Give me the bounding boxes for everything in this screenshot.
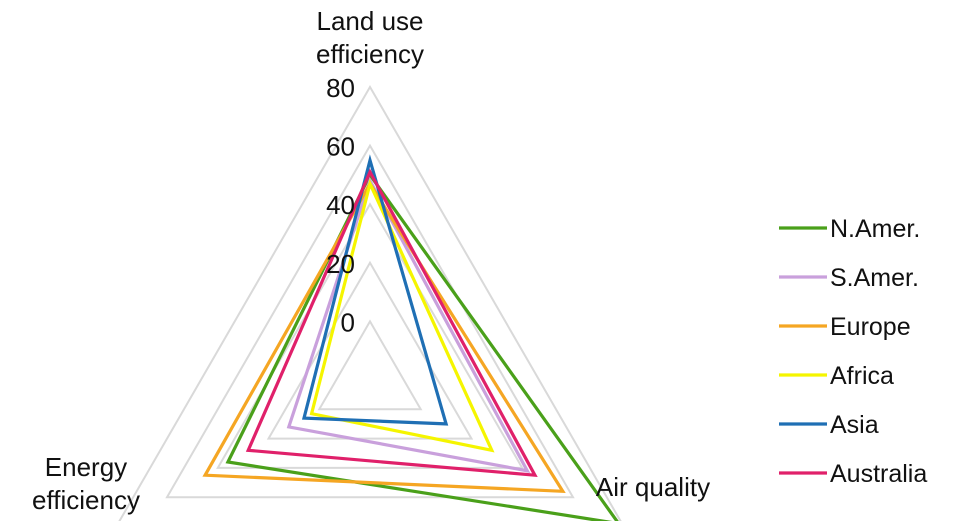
legend-label-s-amer: S.Amer.	[830, 264, 919, 292]
grid-ring-20	[266, 260, 474, 440]
tick-labels: 0 20 40 60 80	[326, 73, 355, 337]
tick-label-20: 20	[326, 249, 355, 279]
legend-label-asia: Asia	[830, 411, 879, 439]
legend-label-australia: Australia	[830, 460, 927, 488]
axis-label-2-line-1: Air quality	[596, 472, 710, 502]
series-line-n-amer	[225, 171, 619, 521]
chart-grid	[118, 84, 622, 521]
grid-ring-60	[165, 143, 575, 499]
series-line-asia	[301, 154, 449, 426]
grid-ring-0	[317, 319, 423, 411]
axis-label-3-line-1: Energy	[45, 452, 127, 482]
grid-ring-80	[118, 84, 622, 521]
series-line-africa	[309, 178, 495, 453]
series-line-europe	[202, 180, 566, 494]
tick-label-40: 40	[326, 190, 355, 220]
axis-label-3-line-2: efficiency	[32, 485, 140, 515]
legend-label-africa: Africa	[830, 362, 894, 390]
legend-label-europe: Europe	[830, 313, 911, 341]
axis-label-1-line-1: Land use	[317, 6, 424, 36]
legend-label-n-amer: N.Amer.	[830, 215, 920, 243]
tick-label-80: 80	[326, 73, 355, 103]
series-line-australia	[245, 168, 538, 478]
chart-legend: N.Amer. S.Amer. Europe Africa Asia Australia	[779, 215, 927, 488]
grid-ring-40	[216, 202, 524, 469]
tick-label-0: 0	[341, 307, 355, 337]
series-line-s-amer	[286, 176, 531, 473]
chart-series	[202, 154, 619, 521]
tick-label-60: 60	[326, 132, 355, 162]
axis-label-1-line-2: efficiency	[316, 39, 424, 69]
